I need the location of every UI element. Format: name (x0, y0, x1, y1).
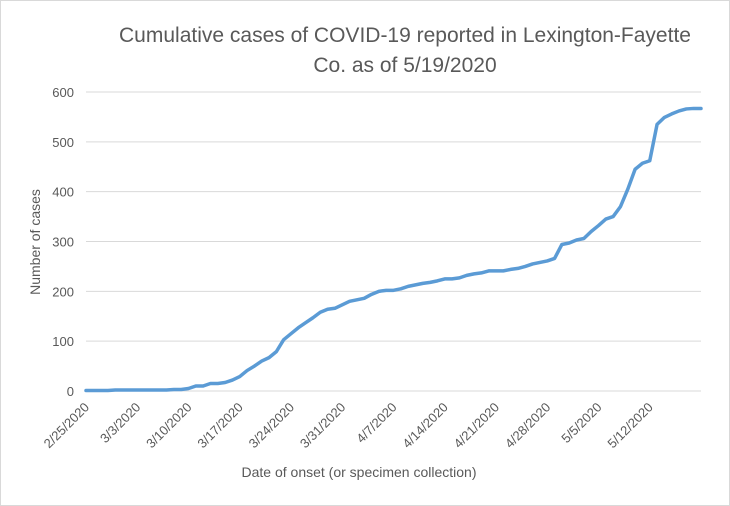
series-line (84, 106, 703, 393)
x-tick-label: 3/31/2020 (297, 400, 349, 452)
y-tick-label: 400 (52, 185, 74, 200)
chart-title-line-1: Cumulative cases of COVID-19 reported in… (119, 24, 691, 47)
gridlines (86, 91, 701, 392)
x-tick-label: 4/7/2020 (353, 400, 399, 446)
y-tick-label: 600 (52, 85, 74, 100)
x-tick-label: 3/17/2020 (194, 400, 246, 452)
y-tick-label: 0 (67, 384, 74, 399)
x-tick-label: 4/14/2020 (399, 400, 451, 452)
x-tick-label: 4/21/2020 (451, 400, 503, 452)
x-tick-label: 5/5/2020 (558, 400, 604, 446)
x-tick-label: 5/12/2020 (604, 400, 656, 452)
y-tick-label: 300 (52, 235, 74, 250)
x-axis-title: Date of onset (or specimen collection) (242, 464, 477, 480)
x-tick-label: 3/3/2020 (97, 400, 143, 446)
y-tick-label: 100 (52, 334, 74, 349)
y-axis-ticks: 0 100 200 300 400 500 600 (52, 85, 74, 399)
y-tick-label: 500 (52, 135, 74, 150)
x-tick-label: 4/28/2020 (502, 400, 554, 452)
x-tick-label: 3/10/2020 (143, 400, 195, 452)
x-axis-ticks: 2/25/2020 3/3/2020 3/10/2020 3/17/2020 3/24/… (41, 400, 656, 452)
x-tick-label: 3/24/2020 (246, 400, 298, 452)
y-tick-label: 200 (52, 284, 74, 299)
x-tick-label: 2/25/2020 (41, 400, 93, 452)
chart-title-line-2: Co. as of 5/19/2020 (313, 54, 496, 77)
y-axis-title: Number of cases (27, 189, 43, 295)
series-layer (84, 106, 703, 393)
